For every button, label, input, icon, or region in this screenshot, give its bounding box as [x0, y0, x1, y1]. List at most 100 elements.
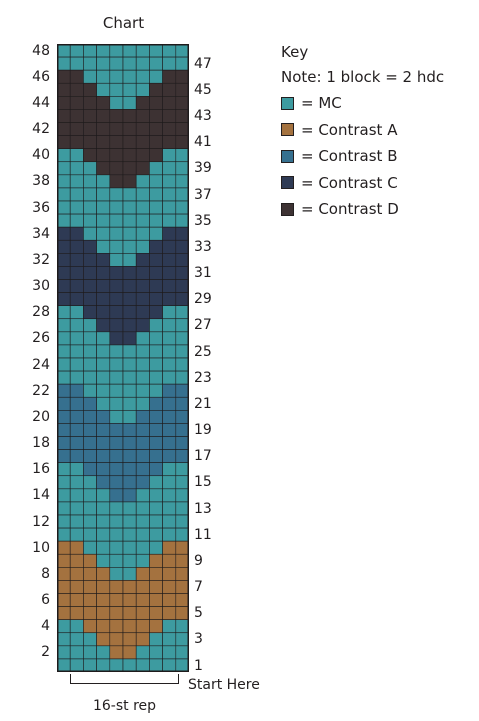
chart-cell — [122, 109, 137, 123]
chart-cell — [96, 96, 111, 110]
chart-cell — [69, 567, 84, 581]
chart-cell — [135, 305, 150, 320]
chart-cell — [83, 540, 97, 555]
chart-cell — [175, 69, 189, 84]
row-number-right: 39 — [194, 160, 212, 177]
chart-cell — [96, 44, 111, 58]
chart-cell — [122, 357, 137, 372]
chart-cell — [175, 292, 189, 306]
chart-cell — [69, 109, 84, 123]
chart-cell — [83, 266, 97, 280]
chart-cell — [83, 253, 97, 267]
row-number-left: 22 — [32, 382, 50, 399]
row-number-right: 35 — [194, 212, 212, 229]
chart-cell — [69, 449, 84, 463]
chart-cell — [96, 462, 111, 477]
chart-cell — [83, 187, 97, 202]
chart-cell — [149, 200, 163, 215]
chart-cell — [57, 410, 71, 424]
chart-cell — [109, 462, 124, 477]
chart-cell — [149, 109, 163, 123]
row-number-left: 10 — [32, 539, 50, 556]
chart-cell — [162, 423, 177, 437]
chart-cell — [122, 370, 137, 385]
chart-cell — [122, 619, 137, 634]
chart-cell — [149, 266, 163, 280]
chart-cell — [83, 527, 97, 542]
chart-cell — [135, 462, 150, 477]
chart-cell — [69, 305, 84, 320]
chart-cell — [135, 279, 150, 293]
chart-cell — [175, 148, 189, 163]
chart-cell — [149, 619, 163, 634]
chart-cell — [175, 410, 189, 424]
row-number-right: 11 — [194, 526, 212, 543]
chart-cell — [162, 567, 177, 581]
chart-cell — [135, 370, 150, 385]
chart-cell — [69, 619, 84, 634]
chart-cell — [96, 292, 111, 306]
chart-cell — [149, 370, 163, 385]
chart-cell — [109, 109, 124, 123]
chart-cell — [149, 331, 163, 346]
chart-cell — [83, 553, 97, 568]
chart-cell — [162, 82, 177, 97]
chart-cell — [175, 56, 189, 71]
chart-cell — [57, 619, 71, 634]
chart-cell — [69, 96, 84, 110]
chart-cell — [96, 449, 111, 463]
chart-cell — [109, 553, 124, 568]
chart-cell — [57, 69, 71, 84]
chart-cell — [96, 514, 111, 529]
chart-cell — [149, 148, 163, 163]
chart-cell — [57, 462, 71, 477]
chart-cell — [96, 658, 111, 672]
chart-cell — [96, 305, 111, 320]
chart-cell — [122, 266, 137, 280]
chart-cell — [162, 161, 177, 176]
chart-cell — [149, 501, 163, 516]
chart-cell — [57, 488, 71, 503]
chart-cell — [109, 475, 124, 490]
chart-cell — [162, 370, 177, 385]
chart-cell — [135, 501, 150, 516]
chart-cell — [69, 292, 84, 306]
chart-cell — [175, 593, 189, 607]
chart-cell — [83, 161, 97, 176]
chart-cell — [57, 580, 71, 594]
row-number-right: 45 — [194, 81, 212, 98]
chart-cell — [122, 501, 137, 516]
row-number-right: 41 — [194, 134, 212, 151]
row-number-right: 9 — [194, 552, 203, 569]
chart-cell — [175, 135, 189, 149]
chart-cell — [122, 253, 137, 267]
chart-cell — [162, 109, 177, 123]
chart-cell — [83, 135, 97, 149]
chart-cell — [122, 305, 137, 320]
chart-cell — [57, 593, 71, 607]
chart-cell — [83, 69, 97, 84]
chart-cell — [122, 553, 137, 568]
chart-cell — [162, 462, 177, 477]
key-title: Key — [281, 43, 309, 61]
chart-cell — [96, 488, 111, 503]
chart-cell — [175, 527, 189, 542]
chart-cell — [135, 213, 150, 228]
chart-cell — [162, 331, 177, 346]
chart-cell — [162, 279, 177, 293]
chart-cell — [69, 56, 84, 71]
chart-cell — [57, 200, 71, 215]
chart-cell — [109, 96, 124, 110]
row-number-left: 20 — [32, 408, 50, 425]
chart-cell — [57, 645, 71, 660]
row-number-right: 17 — [194, 448, 212, 465]
chart-cell — [109, 383, 124, 398]
chart-cell — [135, 148, 150, 163]
chart-cell — [175, 357, 189, 372]
chart-cell — [69, 553, 84, 568]
chart-cell — [96, 187, 111, 202]
chart-cell — [122, 331, 137, 346]
chart-cell — [135, 253, 150, 267]
key-item-label: = Contrast C — [301, 173, 398, 192]
chart-cell — [175, 449, 189, 463]
